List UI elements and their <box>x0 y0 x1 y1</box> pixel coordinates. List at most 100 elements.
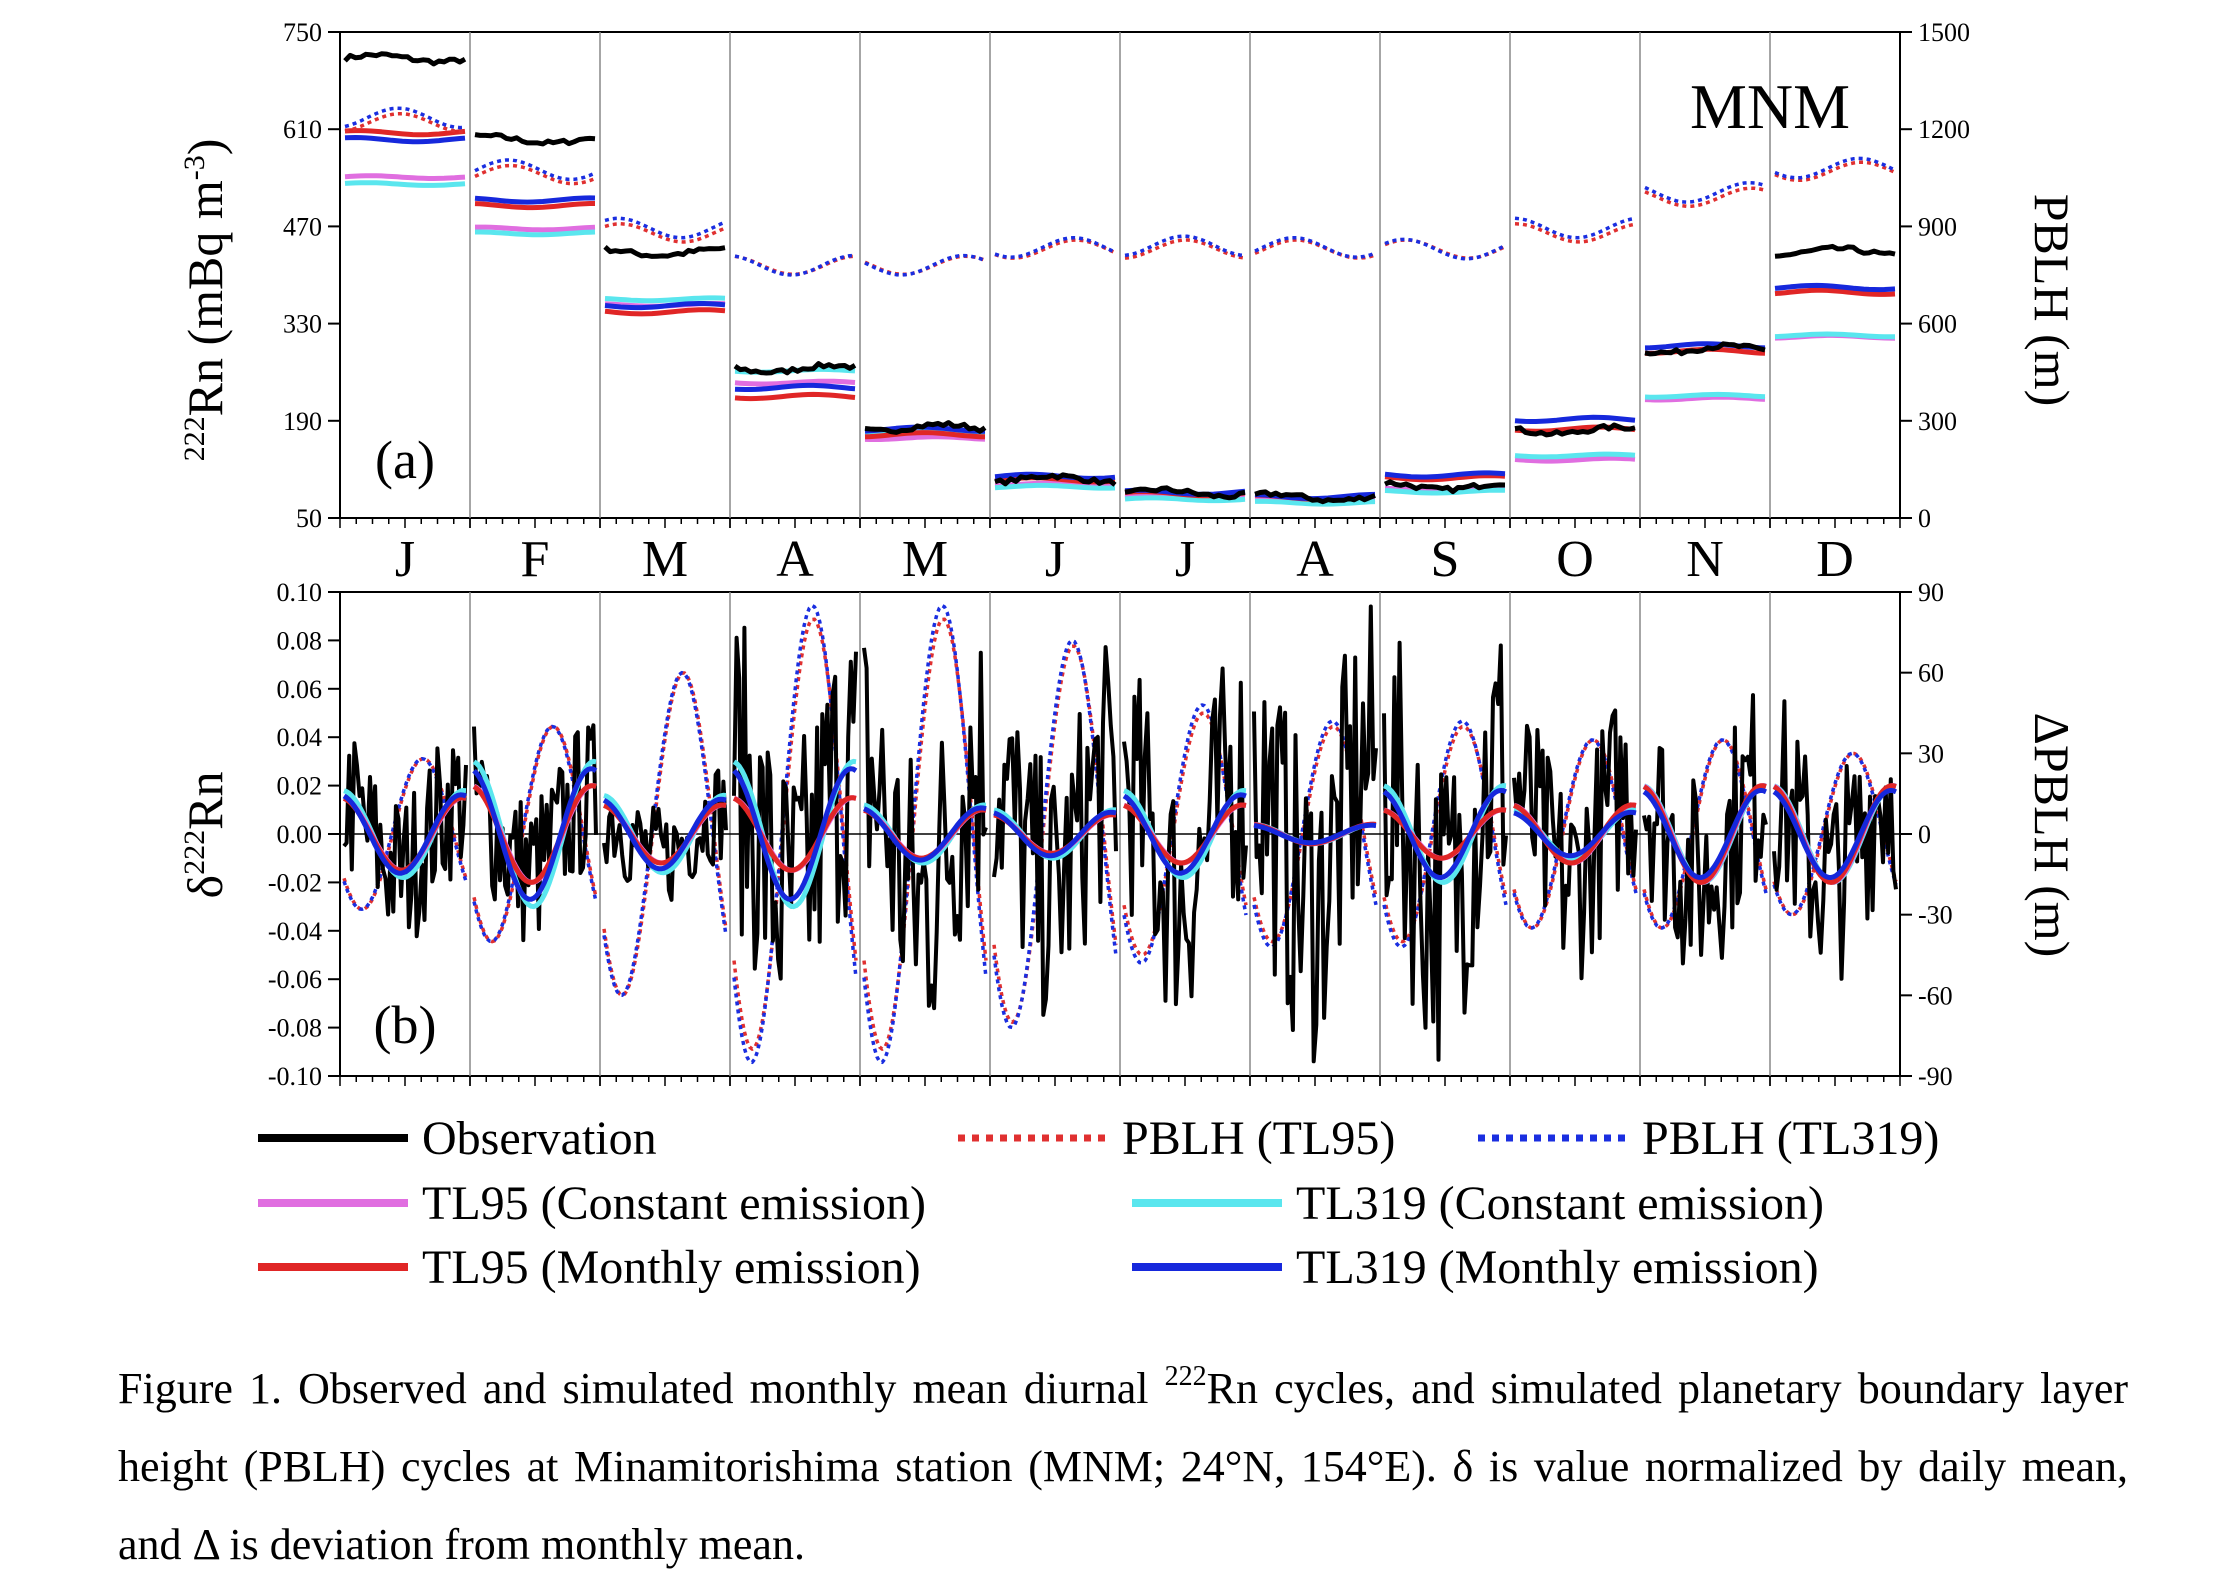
y-left-tick-label: -0.02 <box>268 868 322 897</box>
y-left-tick-label: 0.00 <box>277 820 323 849</box>
caption-after-sup: Rn cycles, and simulated planetary bound… <box>118 1364 2128 1569</box>
legend-label-6: TL319 (Monthly emission) <box>1296 1241 1819 1294</box>
month-label: N <box>1686 531 1724 588</box>
series-tl95-monthly-emission- <box>474 201 595 211</box>
y-left-label-exp: -3 <box>178 155 211 180</box>
series-tl319-monthly-emission- <box>344 135 466 145</box>
series-pblh-tl95- <box>1124 238 1246 260</box>
y-left-label-main-b: Rn <box>177 772 233 830</box>
series-observation <box>994 472 1117 487</box>
caption-before-sup: Figure 1. Observed and simulated monthly… <box>118 1364 1165 1413</box>
series-tl319-monthly-emission- <box>604 301 726 311</box>
series-pblh-tl319- <box>1254 236 1376 259</box>
series-tl319-constant-emission- <box>1774 331 1895 340</box>
panel-b-label: (b) <box>374 995 437 1055</box>
series-tl319-monthly-emission- <box>1772 787 1897 880</box>
series-tl319-constant-emission- <box>1124 495 1246 504</box>
station-label: MNM <box>1690 71 1850 142</box>
month-label: J <box>1045 531 1065 588</box>
y-left-tick-label: 0.10 <box>277 578 323 607</box>
month-label: S <box>1431 531 1460 588</box>
y-right-tick-label: 1200 <box>1918 115 1970 144</box>
series-observation <box>992 645 1118 1017</box>
legend-label-1: PBLH (TL95) <box>1122 1112 1395 1165</box>
series-pblh-tl319- <box>1384 237 1506 261</box>
y-left-tick-label: 50 <box>296 504 322 533</box>
y-left-label-main: Rn (mBq m <box>177 180 233 416</box>
month-label: A <box>776 531 814 588</box>
legend-label-5: TL95 (Monthly emission) <box>422 1241 921 1294</box>
series-tl95-monthly-emission- <box>864 430 986 440</box>
series-tl95-constant-emission- <box>1514 455 1636 464</box>
series-tl319-monthly-emission- <box>1122 792 1247 876</box>
y-left-tick-label: -0.06 <box>268 965 322 994</box>
y-right-tick-label: 60 <box>1918 659 1944 688</box>
series-observation <box>474 132 596 147</box>
y-right-tick-label: 900 <box>1918 212 1957 241</box>
series-tl319-monthly-emission- <box>602 796 727 872</box>
y-right-tick-label: 30 <box>1918 739 1944 768</box>
y-right-tick-label: -90 <box>1918 1062 1953 1091</box>
panel-a-y-left-label: 222Rn (mBq m-3) <box>177 139 233 462</box>
series-tl95-monthly-emission- <box>1774 287 1896 297</box>
y-left-label-close: ) <box>177 139 233 156</box>
series-tl95-constant-emission- <box>475 224 596 233</box>
series-pblh-tl95- <box>1644 186 1766 209</box>
series-tl319-constant-emission- <box>344 180 466 188</box>
series-observation <box>1383 479 1506 495</box>
month-label: M <box>642 531 688 588</box>
series-tl319-monthly-emission- <box>472 766 598 902</box>
series-observation <box>1772 699 1898 981</box>
y-left-tick-label: 0.08 <box>277 626 323 655</box>
legend: Observation PBLH (TL95) PBLH (TL319) TL95 (… <box>258 1112 1939 1294</box>
series-tl319-monthly-emission- <box>1774 282 1896 293</box>
legend-label-2: PBLH (TL319) <box>1642 1112 1939 1165</box>
month-label: D <box>1816 531 1854 588</box>
series-pblh-tl319- <box>1642 738 1768 930</box>
series-pblh-tl95- <box>344 111 465 134</box>
series-tl319-constant-emission- <box>1644 391 1766 400</box>
series-tl319-monthly-emission- <box>1514 414 1636 424</box>
series-pblh-tl319- <box>994 235 1116 259</box>
series-tl319-monthly-emission- <box>1382 787 1507 880</box>
y-left-tick-label: 0.02 <box>277 772 323 801</box>
series-pblh-tl95- <box>1774 160 1896 183</box>
y-left-tick-label: 750 <box>283 18 322 47</box>
panel-b-y-left-label: δ222Rn <box>177 772 233 899</box>
y-left-tick-label: 0.04 <box>277 723 323 752</box>
y-left-tick-label: 330 <box>283 310 322 339</box>
series-pblh-tl95- <box>474 163 596 186</box>
series-observation <box>1252 604 1378 1064</box>
series-pblh-tl95- <box>604 222 726 244</box>
series-pblh-tl319- <box>1512 738 1638 930</box>
series-tl319-monthly-emission- <box>993 809 1117 859</box>
series-observation <box>1122 666 1248 1007</box>
month-label: M <box>902 531 948 588</box>
y-left-tick-label: -0.08 <box>268 1014 322 1043</box>
y-left-tick-label: 470 <box>283 212 322 241</box>
y-left-tick-label: -0.10 <box>268 1062 322 1091</box>
y-left-tick-label: 190 <box>283 407 322 436</box>
series-observation <box>862 647 988 1011</box>
y-left-label-delta: δ <box>177 875 233 899</box>
series-tl95-constant-emission- <box>734 378 856 387</box>
y-right-tick-label: 300 <box>1918 407 1957 436</box>
series-tl95-constant-emission- <box>344 173 466 181</box>
series-observation <box>343 51 467 67</box>
series-tl319-monthly-emission- <box>732 766 858 902</box>
legend-label-4: TL319 (Constant emission) <box>1296 1177 1824 1230</box>
month-label: O <box>1556 531 1594 588</box>
series-pblh-tl319- <box>1644 180 1766 204</box>
series-tl95-monthly-emission- <box>734 391 856 402</box>
y-right-tick-label: 600 <box>1918 310 1957 339</box>
series-pblh-tl95- <box>1642 738 1768 930</box>
series-observation <box>733 361 857 376</box>
series-tl319-monthly-emission- <box>863 805 987 863</box>
series-tl95-monthly-emission- <box>344 128 466 138</box>
series-pblh-tl319- <box>604 216 726 240</box>
y-right-tick-label: 0 <box>1918 504 1931 533</box>
series-tl319-constant-emission- <box>475 229 596 238</box>
series-observation <box>1254 489 1376 505</box>
y-right-tick-label: 1500 <box>1918 18 1970 47</box>
